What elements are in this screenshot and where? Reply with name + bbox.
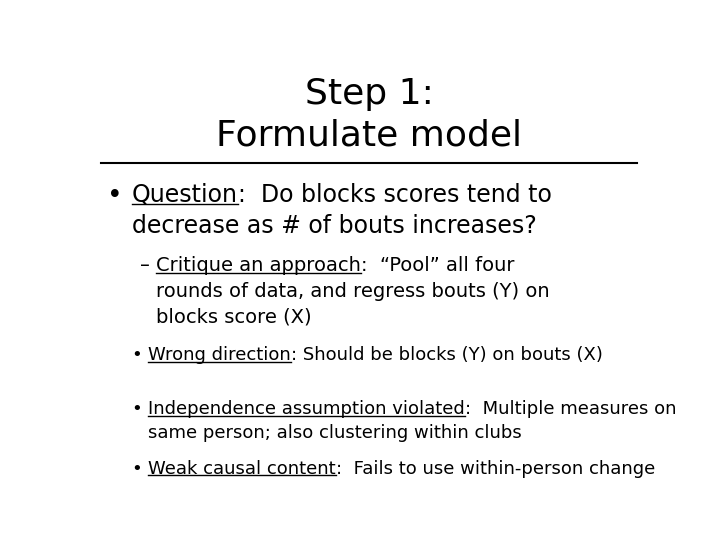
- Text: •: •: [107, 183, 122, 210]
- Text: :  Fails to use within-person change: : Fails to use within-person change: [336, 460, 655, 478]
- Text: decrease as # of bouts increases?: decrease as # of bouts increases?: [132, 214, 536, 238]
- Text: blocks score (X): blocks score (X): [156, 307, 312, 326]
- Text: Critique an approach: Critique an approach: [156, 256, 361, 275]
- Text: same person; also clustering within clubs: same person; also clustering within club…: [148, 424, 522, 442]
- Text: •: •: [132, 346, 148, 364]
- Text: Weak causal content: Weak causal content: [148, 460, 336, 478]
- Text: Step 1:
Formulate model: Step 1: Formulate model: [216, 77, 522, 152]
- Text: Question: Question: [132, 183, 238, 207]
- Text: : Should be blocks (Y) on bouts (X): : Should be blocks (Y) on bouts (X): [291, 346, 603, 364]
- Text: Wrong direction: Wrong direction: [148, 346, 291, 364]
- Text: •: •: [132, 460, 148, 478]
- Text: :  Multiple measures on: : Multiple measures on: [465, 400, 677, 418]
- Text: –: –: [140, 256, 156, 275]
- Text: •: •: [132, 400, 148, 418]
- Text: :  Do blocks scores tend to: : Do blocks scores tend to: [238, 183, 552, 207]
- Text: :  “Pool” all four: : “Pool” all four: [361, 256, 515, 275]
- Text: Independence assumption violated: Independence assumption violated: [148, 400, 465, 418]
- Text: rounds of data, and regress bouts (Y) on: rounds of data, and regress bouts (Y) on: [156, 282, 550, 301]
